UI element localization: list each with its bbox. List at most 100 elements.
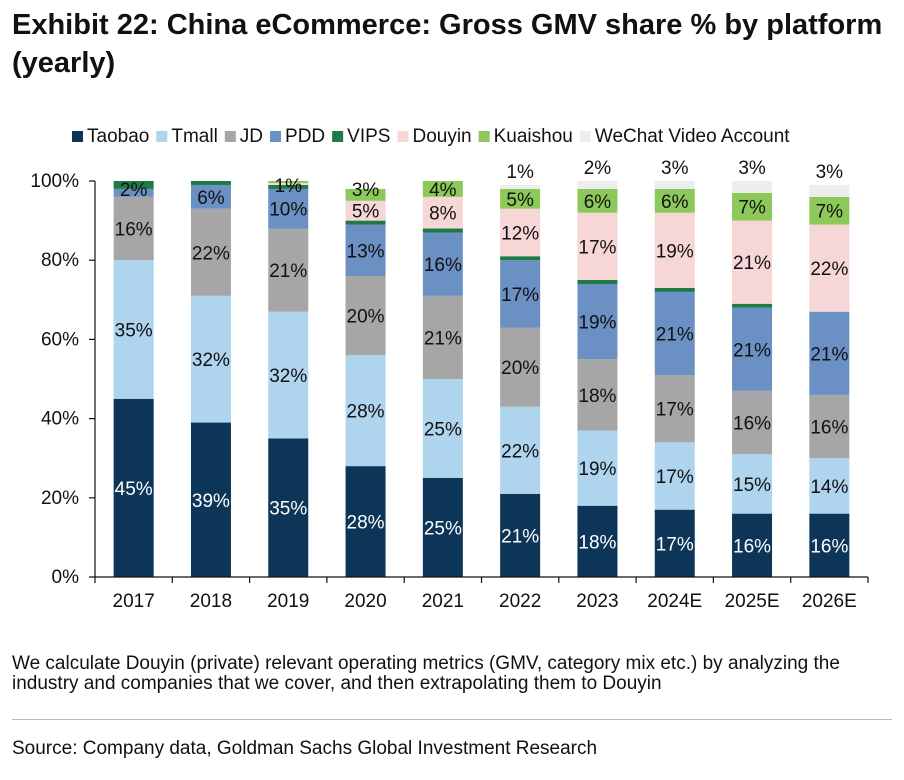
x-tick-label: 2017 — [113, 591, 155, 612]
bar-segment-taobao-2026e — [809, 513, 850, 577]
data-label: 21% — [501, 526, 539, 547]
bar-segment-kuaishou-2023 — [577, 188, 618, 213]
x-tick-label: 2021 — [422, 591, 464, 612]
data-label: 35% — [269, 499, 307, 520]
data-label: 16% — [810, 418, 848, 439]
data-label: 22% — [810, 259, 848, 280]
data-label: 25% — [424, 420, 462, 441]
data-label: 21% — [269, 261, 307, 282]
data-label: 4% — [429, 180, 457, 201]
bar-segment-tmall-2025e — [732, 454, 773, 514]
bar-segment-taobao-2020 — [345, 466, 386, 577]
data-label: 3% — [816, 162, 844, 183]
bar-segment-douyin-2019 — [268, 182, 309, 185]
data-label: 19% — [656, 241, 694, 262]
x-axis: 2017 2018 2019 2020 2021 2022 2023 2024E 2025E 20… — [94, 576, 869, 612]
bar-segment-taobao-2024e — [654, 509, 695, 577]
data-label: 17% — [656, 467, 694, 488]
x-tick-label: 2025E — [725, 591, 780, 612]
data-label: 32% — [269, 366, 307, 387]
bar-segment-pdd-2026e — [809, 311, 850, 395]
y-tick-label: 60% — [41, 329, 79, 350]
bar-segment-jd-2017 — [113, 196, 154, 261]
data-label: 3% — [661, 158, 689, 179]
data-label: 16% — [115, 220, 153, 241]
bar-segment-jd-2019 — [268, 228, 309, 312]
bar-segment-jd-2023 — [577, 359, 618, 431]
data-label: 13% — [347, 241, 385, 262]
data-label: 6% — [661, 192, 689, 213]
y-axis: 0% 20% 40% 60% 80% 100% — [30, 171, 96, 588]
data-label: 28% — [347, 402, 385, 423]
x-tick-label: 2023 — [576, 591, 618, 612]
legend-item-jd: JD — [224, 126, 263, 147]
data-label: 21% — [656, 324, 694, 345]
legend-swatch — [72, 131, 83, 142]
bar-segment-wechat-video-account-2023 — [577, 181, 618, 189]
bar-segment-pdd-2019 — [268, 188, 309, 229]
data-label: 16% — [733, 414, 771, 435]
bar-segment-tmall-2021 — [422, 379, 463, 478]
legend-swatch — [397, 131, 409, 142]
data-label: 39% — [192, 491, 230, 512]
bar-segment-kuaishou-2024e — [654, 188, 695, 213]
legend-label: PDD — [285, 126, 325, 147]
bar-segment-vips-2021 — [422, 228, 463, 233]
data-label: 5% — [506, 190, 534, 211]
bar-segment-wechat-video-account-2022 — [500, 184, 541, 189]
bar-segment-vips-2023 — [577, 280, 618, 284]
legend-label: Taobao — [87, 126, 149, 147]
bar-segment-wechat-video-account-2024e — [654, 181, 695, 189]
bar-segment-vips-2024e — [654, 287, 695, 292]
legend-swatch — [156, 131, 168, 142]
legend-item-tmall: Tmall — [156, 126, 218, 147]
bar-segment-vips-2020 — [345, 220, 386, 225]
bar-segment-taobao-2019 — [268, 438, 309, 577]
bar-segment-tmall-2018 — [190, 295, 231, 423]
x-tick-label: 2019 — [267, 591, 309, 612]
data-label: 12% — [501, 223, 539, 244]
bar-segment-taobao-2017 — [113, 398, 154, 577]
y-tick-label: 0% — [52, 567, 80, 588]
data-label: 21% — [733, 253, 771, 274]
data-label: 1% — [275, 176, 303, 197]
legend-swatch — [224, 131, 236, 142]
data-label: 21% — [810, 344, 848, 365]
bar-segment-pdd-2020 — [345, 224, 386, 277]
data-label: 2% — [584, 158, 612, 179]
bar-segment-douyin-2022 — [500, 208, 541, 257]
bar-segment-kuaishou-2026e — [809, 196, 850, 225]
bar-segment-jd-2021 — [422, 295, 463, 379]
x-tick-label: 2022 — [499, 591, 541, 612]
data-label: 18% — [578, 532, 616, 553]
bar-segment-tmall-2026e — [809, 458, 850, 514]
x-tick-label: 2018 — [190, 591, 232, 612]
x-tick-label: 2020 — [344, 591, 386, 612]
legend-item-pdd: PDD — [270, 126, 325, 147]
data-label: 20% — [501, 358, 539, 379]
y-tick-label: 40% — [41, 409, 79, 430]
bar-segment-kuaishou-2020 — [345, 188, 386, 201]
legend-item-douyin: Douyin — [397, 126, 472, 147]
legend-label: Kuaishou — [494, 126, 573, 147]
bar-segment-vips-2019 — [268, 184, 309, 189]
bar-segment-douyin-2020 — [345, 200, 386, 221]
bar-segment-jd-2018 — [190, 208, 231, 296]
data-label: 32% — [192, 350, 230, 371]
bar-segment-tmall-2020 — [345, 355, 386, 467]
x-tick-label: 2024E — [647, 591, 702, 612]
data-label: 25% — [424, 519, 462, 540]
data-label: 19% — [578, 459, 616, 480]
bar-segment-tmall-2022 — [500, 406, 541, 494]
data-label: 16% — [424, 255, 462, 276]
stacked-bar-chart: Taobao Tmall JD PDD VIPS Douyin Kuaishou WeChat… — [30, 126, 869, 612]
legend-label: JD — [240, 126, 263, 147]
bar-segment-kuaishou-2025e — [732, 192, 773, 221]
data-label: 17% — [656, 534, 694, 555]
data-label: 6% — [584, 192, 612, 213]
data-label: 15% — [733, 475, 771, 496]
bar-segment-pdd-2022 — [500, 260, 541, 328]
data-label: 45% — [115, 479, 153, 500]
data-label: 5% — [352, 202, 380, 223]
legend-swatch — [579, 131, 591, 142]
